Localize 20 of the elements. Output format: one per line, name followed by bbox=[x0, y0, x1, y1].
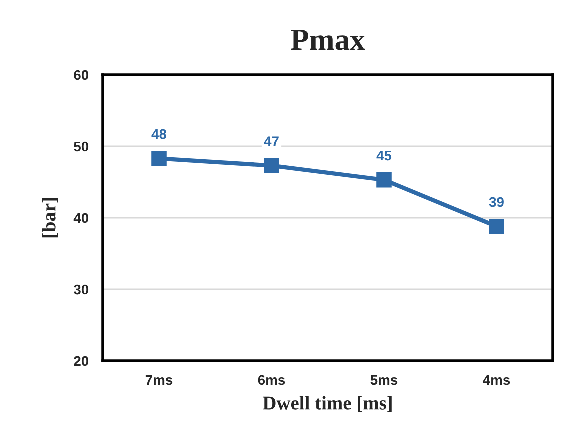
data-label: 47 bbox=[264, 136, 279, 146]
data-label: 45 bbox=[376, 151, 392, 161]
y-tick-label: 50 bbox=[74, 142, 89, 152]
x-tick-label: 5ms bbox=[370, 375, 398, 386]
point bbox=[489, 218, 504, 234]
y-tick-label: 40 bbox=[74, 213, 89, 224]
point bbox=[152, 151, 167, 166]
data-label: 48 bbox=[152, 129, 167, 140]
chart-title: Pmax bbox=[291, 30, 366, 50]
x-tick-label: 6ms bbox=[258, 375, 286, 386]
point bbox=[264, 158, 280, 174]
x-tick-label: 4ms bbox=[483, 375, 510, 386]
y-tick-label: 20 bbox=[74, 356, 89, 366]
y-tick-label: 30 bbox=[74, 284, 89, 295]
x-axis-title: Dwell time [ms] bbox=[263, 396, 392, 412]
data-label: 39 bbox=[489, 197, 504, 208]
y-tick-label: 60 bbox=[74, 70, 89, 80]
x-tick-label: 7ms bbox=[146, 375, 173, 386]
y-axis-title: [bar] bbox=[42, 198, 58, 238]
point bbox=[376, 172, 392, 188]
